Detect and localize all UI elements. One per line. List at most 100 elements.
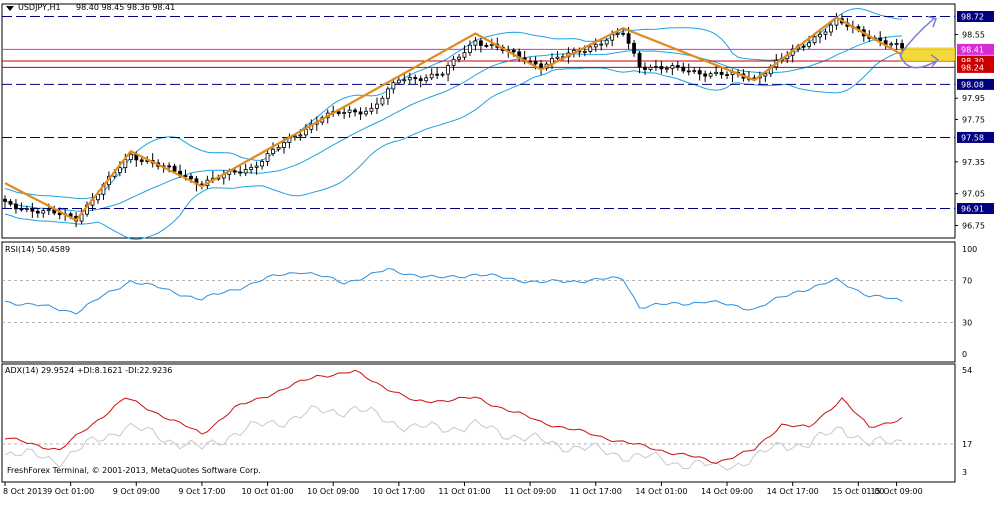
candle <box>725 71 729 80</box>
time-axis-label: 8 Oct 2013 <box>3 487 47 496</box>
candle-body <box>643 66 647 70</box>
candle <box>413 74 418 84</box>
adx-panel-frame <box>1 363 956 483</box>
candle-body <box>353 109 357 113</box>
candle-body <box>812 36 817 44</box>
candle-body <box>818 33 822 38</box>
ohlc-readout: 98.40 98.45 98.36 98.41 <box>76 3 176 12</box>
adx-axis-label: 54 <box>962 366 972 375</box>
adx-line <box>4 369 903 465</box>
projection-up-arrow <box>899 18 935 56</box>
candle-body <box>396 79 401 84</box>
candle-body <box>429 73 434 79</box>
candle-body <box>57 212 62 216</box>
candle <box>692 67 697 74</box>
time-axis-label: 10 Oct 09:00 <box>307 487 359 496</box>
candle-body <box>232 170 237 173</box>
candle-body <box>446 65 450 75</box>
current-price-band <box>900 47 955 62</box>
projection-down-arrowhead <box>930 54 940 67</box>
candle-body <box>681 66 686 72</box>
candle-body <box>30 208 35 212</box>
candle-body <box>462 52 467 58</box>
candle <box>473 36 478 51</box>
price-tag-98.72 <box>957 10 994 22</box>
price-tick-label: 98.55 <box>962 31 985 40</box>
price-tick-label: 97.75 <box>962 115 985 124</box>
candle-body <box>664 67 669 70</box>
price-tag-label: 98.72 <box>961 12 984 21</box>
candle <box>30 202 35 218</box>
candle <box>424 74 429 84</box>
candle <box>878 31 883 47</box>
candle <box>276 144 281 152</box>
candle-body <box>413 77 418 80</box>
candle-body <box>763 73 768 77</box>
candle <box>24 205 29 213</box>
candle-body <box>249 167 254 171</box>
price-tag-97.58 <box>957 131 994 143</box>
candle <box>621 29 626 37</box>
rsi-axis-label: 100 <box>962 245 977 254</box>
candle <box>41 207 46 218</box>
candle-body <box>276 147 281 150</box>
candle <box>812 34 817 46</box>
candle-body <box>451 58 456 66</box>
candle-body <box>385 88 390 99</box>
candle-body <box>889 43 894 46</box>
candle-body <box>801 45 806 48</box>
price-tag-98.08 <box>957 78 994 90</box>
candle-body <box>254 165 259 168</box>
candle-body <box>894 43 899 45</box>
time-axis-label: 9 Oct 17:00 <box>178 487 225 496</box>
time-axis-label: 14 Oct 09:00 <box>701 487 753 496</box>
candle <box>670 62 675 76</box>
candle-body <box>457 56 461 60</box>
candle <box>659 60 664 74</box>
candle <box>555 51 560 61</box>
candle-body <box>271 148 275 155</box>
price-tick-label: 97.95 <box>962 94 985 103</box>
candle-body <box>336 111 341 114</box>
candle-body <box>478 40 483 46</box>
candle <box>407 72 412 85</box>
price-tag-label: 96.91 <box>961 205 984 214</box>
candle <box>402 72 407 85</box>
candle-body <box>714 71 718 75</box>
candle-body <box>588 46 593 52</box>
candle <box>697 67 702 81</box>
candle-body <box>692 70 697 72</box>
time-axis-label: 15 Oct 01:00 <box>832 487 884 496</box>
time-axis-label: 14 Oct 01:00 <box>635 487 687 496</box>
candle-body <box>347 109 352 113</box>
candle-body <box>424 77 429 82</box>
candle <box>14 199 18 214</box>
candle-body <box>675 65 680 68</box>
rsi-line <box>4 267 903 315</box>
price-tag-98.24 <box>957 61 994 73</box>
candle-body <box>670 65 675 69</box>
candle-body <box>878 37 883 42</box>
candle-body <box>364 110 368 115</box>
candle <box>462 45 467 60</box>
candle-body <box>282 142 286 148</box>
candle-body <box>654 66 658 68</box>
candle <box>429 68 434 80</box>
candle <box>615 28 620 38</box>
candle-body <box>375 103 379 109</box>
candle <box>364 106 368 117</box>
candle <box>539 59 543 75</box>
candle-body <box>703 73 708 77</box>
candle-body <box>604 39 609 45</box>
candle <box>35 208 40 218</box>
candle <box>829 22 833 37</box>
candle-body <box>484 45 489 47</box>
candle-body <box>632 42 636 54</box>
di-line <box>4 405 903 471</box>
candle-body <box>418 78 423 82</box>
candle <box>681 62 686 74</box>
candle-body <box>172 165 177 172</box>
candle-body <box>407 77 412 81</box>
